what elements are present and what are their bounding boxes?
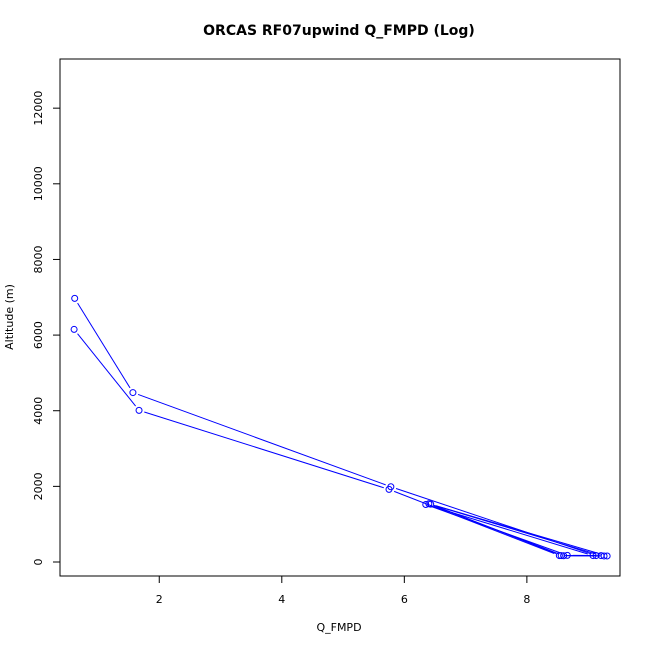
x-tick-label: 8: [523, 593, 530, 606]
y-tick-label: 8000: [32, 245, 45, 273]
data-point: [597, 552, 605, 560]
data-point: [129, 389, 137, 397]
series-line-segment: [430, 505, 588, 555]
data-point: [589, 552, 597, 560]
x-axis-label: Q_FMPD: [316, 621, 361, 634]
y-tick-label: 10000: [32, 166, 45, 201]
y-tick-label: 12000: [32, 91, 45, 126]
data-point: [555, 552, 563, 560]
x-tick-label: 4: [278, 593, 285, 606]
data-point: [563, 551, 571, 559]
y-tick-label: 6000: [32, 321, 45, 349]
chart-title: ORCAS RF07upwind Q_FMPD (Log): [203, 23, 475, 39]
x-tick-label: 2: [156, 593, 163, 606]
y-axis: 0 2000 4000 6000 8000 10000 12000: [32, 91, 60, 566]
y-tick-label: 4000: [32, 397, 45, 425]
series-layer: [70, 294, 611, 560]
data-point: [70, 325, 78, 333]
data-point: [560, 552, 568, 560]
y-tick-label: 0: [32, 559, 45, 566]
data-point: [135, 406, 143, 414]
y-axis-label: Altitude (m): [3, 284, 16, 350]
plot-frame: [59, 58, 621, 577]
data-point: [71, 294, 79, 302]
data-point: [425, 500, 433, 508]
data-point: [600, 552, 608, 560]
x-axis: 2 4 6 8: [156, 576, 530, 606]
series-line-segment: [77, 333, 136, 407]
data-point: [592, 552, 600, 560]
y-tick-label: 2000: [32, 472, 45, 500]
x-tick-label: 6: [401, 593, 408, 606]
data-point: [385, 485, 393, 493]
series-line-segment: [77, 302, 131, 389]
series-line-segment: [393, 490, 555, 555]
series-line-segment: [144, 411, 384, 489]
data-point: [422, 501, 430, 509]
series-line-segment: [433, 504, 596, 555]
series-line-segment: [137, 393, 386, 486]
